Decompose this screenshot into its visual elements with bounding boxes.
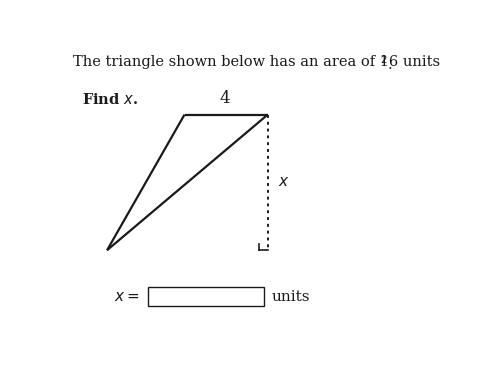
Text: Find $x$.: Find $x$. [82, 92, 138, 106]
Text: units: units [272, 290, 310, 303]
FancyBboxPatch shape [148, 287, 264, 306]
Text: $^2$.: $^2$. [380, 55, 392, 73]
Text: $x$: $x$ [278, 175, 289, 190]
Text: $x=$: $x=$ [114, 290, 140, 303]
Text: 4: 4 [220, 90, 230, 107]
Text: The triangle shown below has an area of 16 units: The triangle shown below has an area of … [72, 55, 440, 69]
